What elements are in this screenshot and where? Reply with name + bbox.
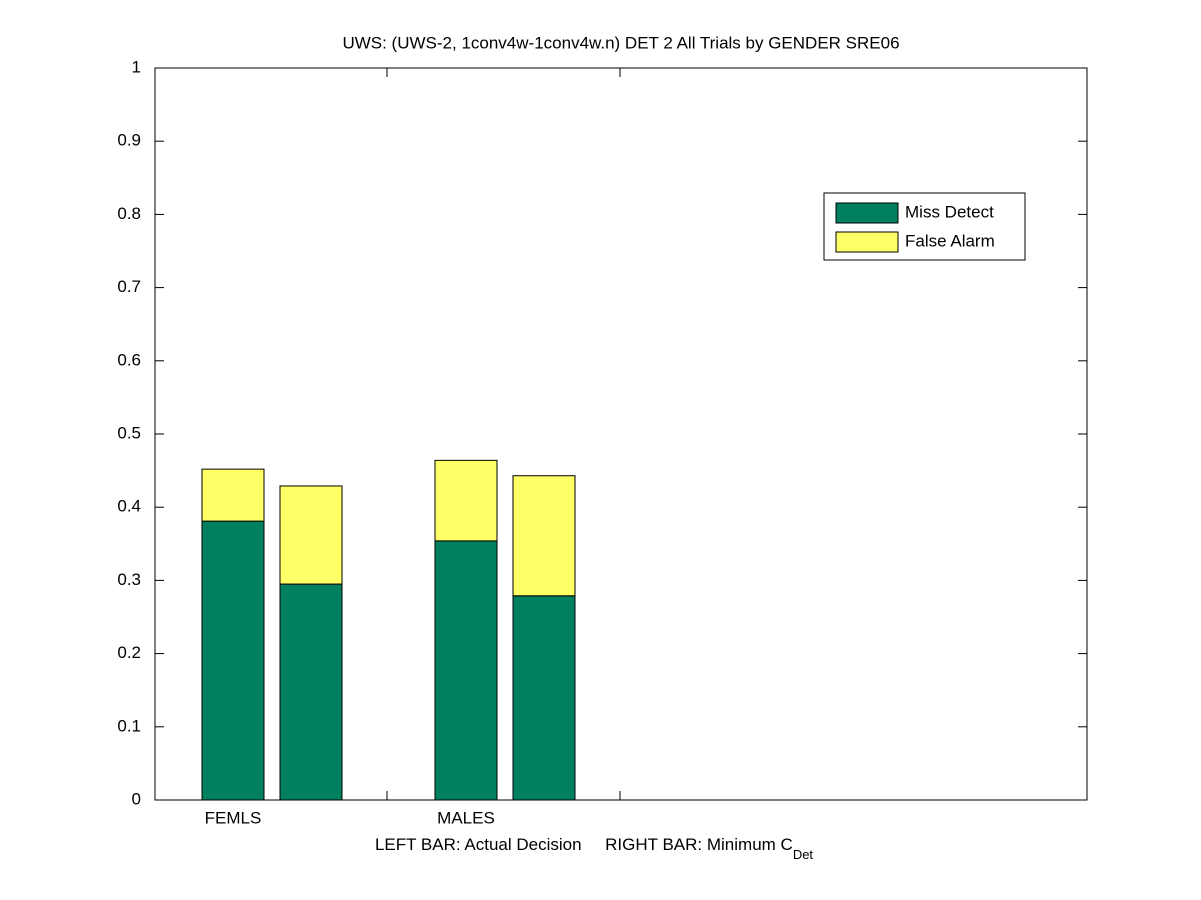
x-tick-label: FEMLS — [205, 808, 262, 827]
y-tick-label: 0 — [132, 789, 141, 808]
x-tick-label: MALES — [437, 808, 495, 827]
y-tick-label: 0.2 — [117, 643, 141, 662]
chart-title: UWS: (UWS-2, 1conv4w-1conv4w.n) DET 2 Al… — [342, 33, 899, 52]
bar-segment — [279, 583, 343, 801]
bar-segment — [512, 595, 576, 801]
bar-segment — [512, 475, 576, 597]
bar-segment — [201, 520, 265, 801]
y-tick-label: 0.6 — [117, 350, 141, 369]
legend-label: Miss Detect — [905, 202, 994, 221]
x-axis-label: LEFT BAR: Actual Decision RIGHT BAR: Min… — [375, 835, 813, 862]
x-axis-label-main: LEFT BAR: Actual Decision RIGHT BAR: Min… — [375, 835, 793, 854]
legend-label: False Alarm — [905, 231, 995, 250]
y-tick-label: 0.3 — [117, 570, 141, 589]
y-tick-label: 0.1 — [117, 716, 141, 735]
y-tick-label: 0.9 — [117, 131, 141, 150]
bar-segment — [279, 485, 343, 585]
x-axis-label-subscript: Det — [793, 847, 814, 862]
legend-swatch — [835, 202, 899, 224]
y-tick-label: 1 — [132, 57, 141, 76]
bar-segment — [434, 540, 498, 801]
y-tick-label: 0.5 — [117, 423, 141, 442]
y-tick-label: 0.7 — [117, 277, 141, 296]
plot-frame — [154, 67, 1088, 801]
y-tick-label: 0.8 — [117, 204, 141, 223]
bar-segment — [434, 459, 498, 542]
legend-swatch — [835, 231, 899, 253]
bar-segment — [201, 468, 265, 522]
y-tick-label: 0.4 — [117, 497, 141, 516]
